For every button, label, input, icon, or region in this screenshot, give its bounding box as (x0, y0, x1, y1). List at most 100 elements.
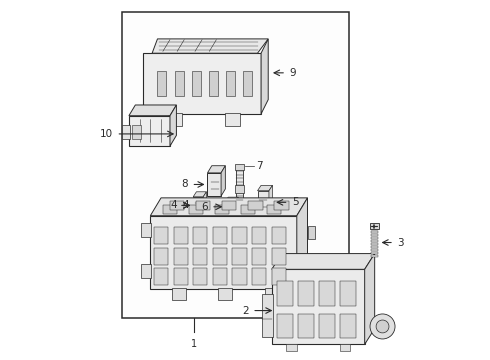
Text: 4: 4 (182, 201, 189, 210)
Bar (319, 314, 335, 338)
Bar (286, 343, 297, 351)
Bar (226, 71, 235, 96)
Bar (298, 314, 314, 338)
Bar (341, 314, 356, 338)
Bar (150, 216, 297, 289)
Bar (193, 197, 203, 214)
Polygon shape (152, 39, 268, 53)
Bar (122, 12, 348, 318)
Bar (272, 227, 286, 244)
Bar (232, 227, 247, 244)
Bar (371, 252, 378, 254)
Bar (142, 223, 151, 237)
Bar (340, 343, 350, 351)
Text: 9: 9 (290, 68, 296, 78)
Bar (154, 248, 168, 265)
Bar (371, 228, 378, 230)
Polygon shape (129, 105, 176, 116)
Bar (222, 202, 237, 210)
Text: 10: 10 (99, 129, 113, 139)
Polygon shape (258, 185, 272, 191)
Text: 5: 5 (292, 197, 299, 207)
Polygon shape (272, 253, 375, 269)
Bar (172, 288, 186, 300)
Bar (173, 268, 188, 285)
Bar (170, 202, 184, 210)
Polygon shape (297, 198, 308, 289)
Polygon shape (193, 192, 206, 197)
Bar (193, 227, 207, 244)
Bar (341, 282, 356, 306)
Bar (274, 202, 289, 210)
Bar (168, 113, 182, 126)
Bar (236, 169, 243, 202)
Polygon shape (269, 185, 272, 214)
Polygon shape (235, 197, 238, 212)
Bar (277, 314, 293, 338)
Bar (154, 268, 168, 285)
Bar (209, 71, 218, 96)
Bar (235, 163, 245, 170)
Bar (225, 202, 235, 212)
Bar (132, 125, 142, 139)
Bar (189, 205, 203, 214)
Polygon shape (207, 166, 225, 173)
Bar (371, 231, 378, 233)
Bar (218, 288, 232, 300)
Polygon shape (221, 166, 225, 196)
Bar (371, 234, 378, 236)
Bar (213, 227, 227, 244)
Bar (370, 223, 379, 229)
Bar (258, 191, 269, 214)
Bar (252, 248, 267, 265)
Bar (252, 227, 267, 244)
Bar (277, 282, 293, 306)
Bar (213, 268, 227, 285)
Bar (163, 205, 177, 214)
Bar (142, 264, 151, 278)
Bar (173, 248, 188, 265)
Bar (371, 255, 378, 257)
Bar (371, 243, 378, 245)
Bar (371, 246, 378, 248)
Bar (235, 185, 245, 193)
Text: 2: 2 (242, 306, 248, 316)
Text: 7: 7 (256, 161, 262, 171)
Bar (196, 202, 210, 210)
Bar (157, 71, 167, 96)
Bar (232, 268, 247, 285)
Bar (248, 202, 263, 210)
Bar (232, 248, 247, 265)
Text: 3: 3 (397, 238, 404, 248)
Bar (143, 53, 261, 114)
Bar (154, 227, 168, 244)
Bar (207, 173, 221, 196)
Bar (213, 248, 227, 265)
Bar (272, 269, 365, 344)
Text: 1: 1 (191, 339, 197, 349)
Bar (298, 282, 314, 306)
Bar (192, 71, 201, 96)
Bar (252, 268, 267, 285)
Bar (308, 255, 316, 267)
Bar (272, 248, 286, 265)
Text: 8: 8 (181, 180, 188, 189)
Text: 4: 4 (171, 201, 177, 210)
Circle shape (370, 314, 395, 339)
Bar (129, 116, 170, 146)
Polygon shape (170, 105, 176, 146)
Polygon shape (225, 197, 238, 202)
Bar (174, 71, 184, 96)
Bar (371, 249, 378, 251)
Polygon shape (261, 39, 268, 114)
Bar (173, 227, 188, 244)
Polygon shape (365, 253, 375, 344)
Bar (215, 205, 229, 214)
Bar (272, 268, 286, 285)
Bar (267, 205, 281, 214)
Polygon shape (203, 192, 206, 214)
Bar (371, 237, 378, 239)
Bar (193, 268, 207, 285)
Bar (243, 71, 252, 96)
Polygon shape (150, 198, 308, 216)
